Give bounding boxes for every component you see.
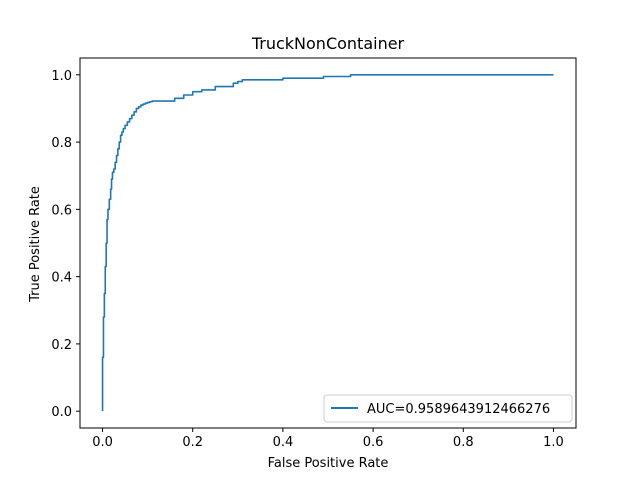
roc-curve-line (101, 74, 554, 412)
plot-area: 0.0 0.2 0.4 0.6 0.8 1.0 0.0 0.2 0.4 0.6 0.8 1.0 (51, 57, 577, 450)
y-tick-label: 0.6 (51, 203, 72, 218)
x-tick-label: 0.4 (273, 435, 294, 450)
x-tick-label: 0.6 (363, 435, 384, 450)
x-tick-label: 1.0 (543, 435, 564, 450)
y-axis-label: True Positive Rate (28, 186, 43, 303)
y-tick-label: 0.2 (51, 338, 72, 353)
chart-title: TruckNonContainer (251, 34, 405, 53)
x-axis-label: False Positive Rate (268, 456, 389, 471)
x-tick-label: 0.8 (453, 435, 474, 450)
axes-frame (79, 57, 577, 429)
x-tick-label: 0.0 (92, 435, 113, 450)
y-tick-label: 0.8 (51, 136, 72, 151)
y-tick-label: 1.0 (51, 69, 72, 84)
legend-label: AUC=0.9589643912466276 (367, 402, 550, 417)
y-tick-label: 0.0 (51, 405, 72, 420)
legend: AUC=0.9589643912466276 (323, 394, 573, 423)
legend-box (323, 394, 573, 423)
y-tick-label: 0.4 (51, 271, 72, 286)
x-tick-label: 0.2 (182, 435, 203, 450)
